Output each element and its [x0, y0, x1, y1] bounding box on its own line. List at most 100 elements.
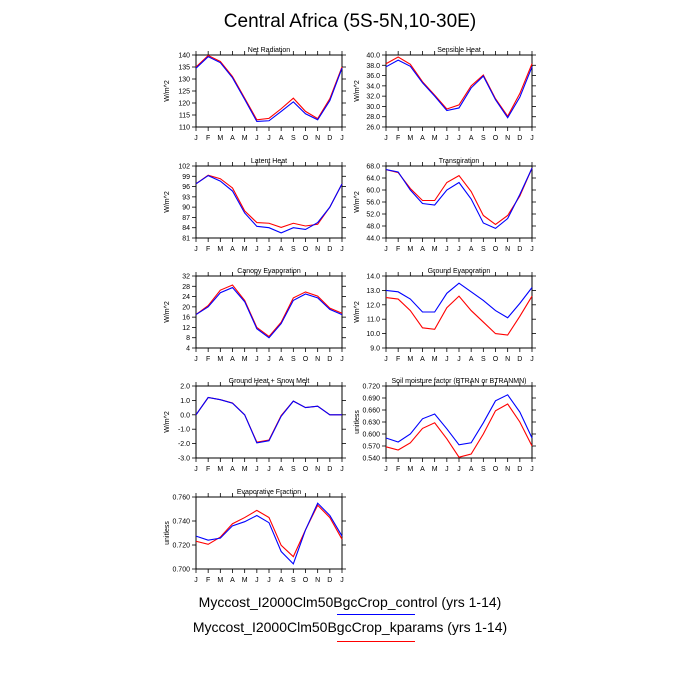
- ground-heat-snow-melt-chart: Ground Heat + Snow Melt W/m^2 2.0 1.0 0.0 -1.…: [164, 378, 346, 473]
- transpiration-xtick-label: J: [457, 246, 461, 253]
- soil-moisture-factor-title: Soil moisture factor (BTRAN or BTRANMN): [392, 378, 527, 385]
- canopy-evaporation-ytick-label: 8: [186, 335, 190, 342]
- canopy-evaporation-ytick-label: 28: [182, 284, 190, 291]
- latent-heat-title: Latent Heat: [251, 158, 287, 165]
- ground-heat-snow-melt-control-line: [195, 396, 342, 444]
- soil-moisture-factor-kparams-line: [385, 403, 533, 458]
- latent-heat-control-line: [195, 174, 343, 234]
- ground-heat-snow-melt-ytick-label: -2.0: [178, 441, 190, 448]
- legend-kparams-label: Myccost_I2000Clm50BgcCrop_kparams (yrs 1…: [192, 619, 508, 635]
- latent-heat-ytick-label: 99: [182, 174, 190, 181]
- soil-moisture-factor-xtick-label: F: [396, 466, 400, 473]
- ground-evaporation-ytick-label: 11.0: [367, 317, 380, 324]
- latent-heat-xtick-label: J: [255, 246, 259, 253]
- net-radiation-ytick-label: 125: [178, 89, 190, 96]
- canopy-evaporation-ytick-label: 20: [182, 304, 190, 311]
- ground-heat-snow-melt-xtick-label: O: [303, 466, 309, 473]
- ground-heat-snow-melt-ylabel: W/m^2: [164, 411, 171, 433]
- sensible-heat-ytick-label: 32.0: [366, 94, 380, 101]
- evaporative-fraction-xtick-label: J: [194, 577, 198, 584]
- evaporative-fraction-xtick-label: A: [230, 577, 235, 584]
- evaporative-fraction-xtick-label: J: [267, 577, 271, 584]
- evaporative-fraction-xtick-label: N: [315, 577, 320, 584]
- soil-moisture-factor-xtick-label: N: [505, 466, 510, 473]
- net-radiation-xtick-label: A: [279, 135, 284, 142]
- sensible-heat-xtick-label: O: [493, 135, 499, 142]
- canopy-evaporation-ytick-label: 32: [182, 274, 190, 281]
- canopy-evaporation-ytick-label: 16: [182, 315, 190, 322]
- sensible-heat-kparams-line: [385, 56, 533, 118]
- sensible-heat-xtick-label: J: [445, 135, 449, 142]
- sensible-heat-ytick-label: 28.0: [366, 114, 380, 121]
- ground-heat-snow-melt-ytick-label: 1.0: [180, 398, 190, 405]
- soil-moisture-factor-xtick-label: M: [432, 466, 438, 473]
- net-radiation-ytick-label: 115: [179, 113, 190, 120]
- evaporative-fraction-ytick-label: 0.740: [172, 519, 190, 526]
- sensible-heat-xtick-label: N: [505, 135, 510, 142]
- latent-heat-xtick-label: S: [291, 246, 296, 253]
- soil-moisture-factor-ytick-label: 0.660: [362, 408, 380, 415]
- ground-evaporation-frame: [385, 275, 533, 349]
- latent-heat-xtick-label: J: [194, 246, 198, 253]
- sensible-heat-xtick-label: D: [517, 135, 522, 142]
- evaporative-fraction-ytick-label: 0.720: [172, 543, 190, 550]
- net-radiation-kparams-line: [195, 54, 343, 121]
- ground-heat-snow-melt-title: Ground Heat + Snow Melt: [229, 378, 310, 385]
- ground-heat-snow-melt-ytick-label: -3.0: [178, 456, 190, 463]
- transpiration-frame: [385, 165, 533, 239]
- soil-moisture-factor-ytick-label: 0.570: [362, 444, 380, 451]
- net-radiation-ytick-label: 110: [179, 125, 190, 132]
- net-radiation-title: Net Radiation: [248, 47, 291, 54]
- canopy-evaporation-xtick-label: J: [255, 356, 259, 363]
- transpiration-xtick-label: M: [407, 246, 413, 253]
- net-radiation-xtick-label: S: [291, 135, 296, 142]
- transpiration-xtick-label: A: [469, 246, 474, 253]
- soil-moisture-factor-ytick-label: 0.540: [362, 456, 380, 463]
- net-radiation-xtick-label: A: [230, 135, 235, 142]
- sensible-heat-xtick-label: A: [469, 135, 474, 142]
- ground-evaporation-chart: Ground Evaporation W/m^2 14.0 13.0 12.0 11.0 1…: [354, 268, 536, 363]
- canopy-evaporation-xtick-label: J: [194, 356, 198, 363]
- canopy-evaporation-ytick-label: 4: [186, 346, 190, 353]
- latent-heat-ytick-label: 84: [182, 225, 190, 232]
- ground-evaporation-xtick-label: M: [407, 356, 413, 363]
- net-radiation-chart: Net Radiation W/m^2 140 135 130 125 120 115 110 J…: [164, 47, 346, 142]
- ground-heat-snow-melt-xtick-label: A: [230, 466, 235, 473]
- transpiration-xtick-label: N: [505, 246, 510, 253]
- net-radiation-ytick-label: 120: [178, 101, 190, 108]
- ground-heat-snow-melt-xtick-label: J: [194, 466, 198, 473]
- transpiration-xtick-label: J: [530, 246, 534, 253]
- evaporative-fraction-xtick-label: M: [242, 577, 248, 584]
- soil-moisture-factor-control-line: [385, 394, 533, 446]
- latent-heat-ytick-label: 81: [182, 236, 190, 243]
- ground-evaporation-xtick-label: A: [420, 356, 425, 363]
- transpiration-xtick-label: O: [493, 246, 499, 253]
- sensible-heat-ytick-label: 34.0: [366, 83, 380, 90]
- canopy-evaporation-control-line: [195, 286, 343, 339]
- ground-heat-snow-melt-xtick-label: F: [206, 466, 210, 473]
- ground-evaporation-kparams-line: [385, 295, 533, 336]
- transpiration-ytick-label: 64.0: [366, 176, 380, 183]
- canopy-evaporation-xtick-label: N: [315, 356, 320, 363]
- transpiration-ytick-label: 56.0: [366, 200, 380, 207]
- ground-evaporation-xtick-label: O: [493, 356, 499, 363]
- ground-heat-snow-melt-xtick-label: M: [217, 466, 223, 473]
- evaporative-fraction-title: Evaporative Fraction: [237, 489, 301, 496]
- canopy-evaporation-xtick-label: F: [206, 356, 210, 363]
- canopy-evaporation-ylabel: W/m^2: [164, 301, 171, 323]
- ground-heat-snow-melt-frame: [195, 385, 343, 459]
- ground-heat-snow-melt-xtick-label: J: [267, 466, 271, 473]
- ground-evaporation-ytick-label: 9.0: [370, 346, 380, 353]
- ground-heat-snow-melt-ytick-label: 0.0: [180, 412, 190, 419]
- canopy-evaporation-title: Canopy Evaporation: [237, 268, 301, 275]
- latent-heat-xtick-label: M: [217, 246, 223, 253]
- transpiration-xtick-label: M: [432, 246, 438, 253]
- net-radiation-ytick-label: 140: [178, 53, 190, 60]
- ground-heat-snow-melt-xtick-label: J: [255, 466, 259, 473]
- evaporative-fraction-xtick-label: J: [255, 577, 259, 584]
- transpiration-ylabel: W/m^2: [354, 191, 361, 213]
- transpiration-chart: Transpiration W/m^2 68.0 64.0 60.0 56.0 52.0 48…: [354, 158, 536, 253]
- legend-control-swatch: [337, 614, 415, 615]
- soil-moisture-factor-xtick-label: S: [481, 466, 486, 473]
